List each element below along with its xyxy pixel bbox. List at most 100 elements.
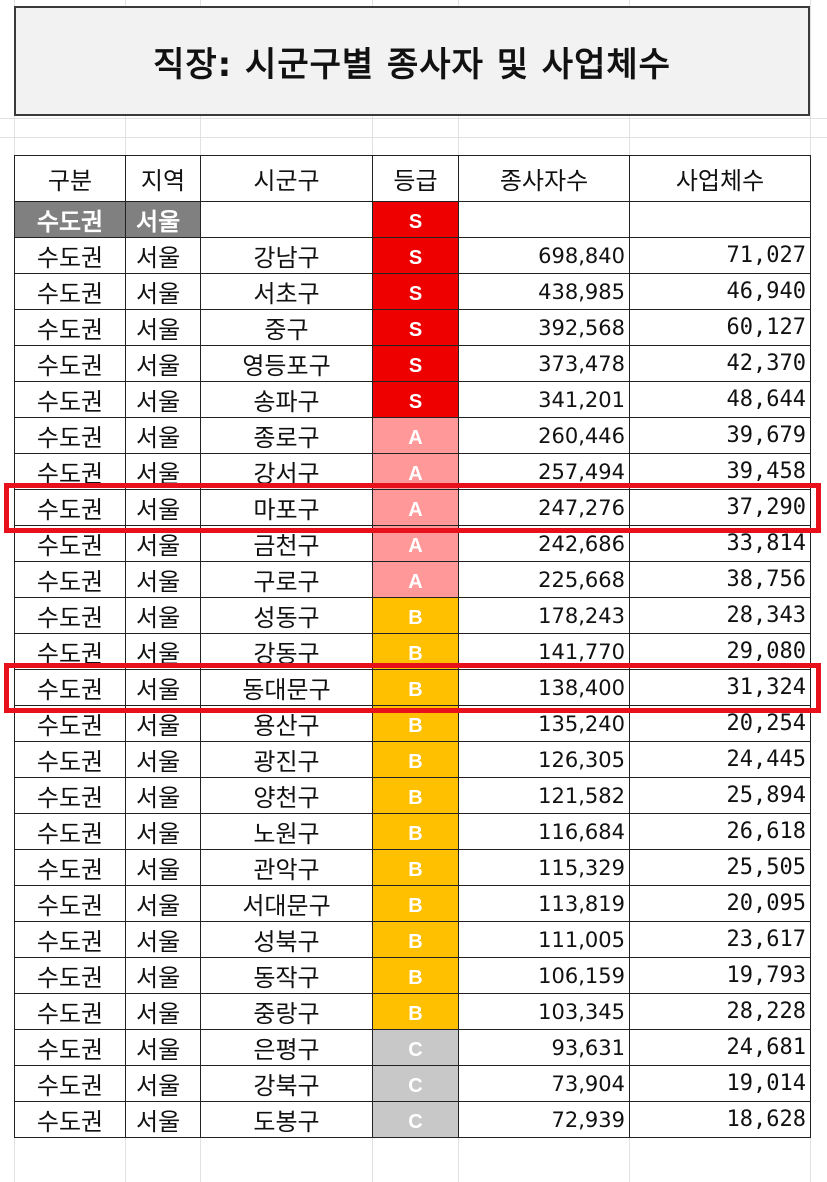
district-cell[interactable]: 도봉구 — [200, 1101, 373, 1138]
businesses-cell[interactable]: 33,814 — [629, 525, 811, 562]
area-cell[interactable]: 서울 — [125, 345, 201, 382]
workers-cell[interactable]: 115,329 — [458, 849, 630, 886]
businesses-cell[interactable]: 46,940 — [629, 273, 811, 310]
district-cell[interactable]: 강동구 — [200, 633, 373, 670]
area-cell[interactable]: 서울 — [125, 1101, 201, 1138]
grade-cell[interactable]: B — [372, 921, 459, 958]
grade-cell[interactable]: A — [372, 525, 459, 562]
area-cell[interactable]: 서울 — [125, 921, 201, 958]
businesses-cell[interactable]: 60,127 — [629, 309, 811, 346]
region-cell[interactable]: 수도권 — [14, 345, 126, 382]
header-businesses[interactable]: 사업체수 — [629, 155, 811, 202]
summary-businesses-cell[interactable] — [629, 201, 811, 238]
grade-cell[interactable]: B — [372, 633, 459, 670]
grade-cell[interactable]: A — [372, 561, 459, 598]
region-cell[interactable]: 수도권 — [14, 489, 126, 526]
district-cell[interactable]: 구로구 — [200, 561, 373, 598]
workers-cell[interactable]: 106,159 — [458, 957, 630, 994]
region-cell[interactable]: 수도권 — [14, 597, 126, 634]
grade-cell[interactable]: A — [372, 417, 459, 454]
area-cell[interactable]: 서울 — [125, 993, 201, 1030]
district-cell[interactable]: 송파구 — [200, 381, 373, 418]
district-cell[interactable]: 동대문구 — [200, 669, 373, 706]
businesses-cell[interactable]: 39,458 — [629, 453, 811, 490]
workers-cell[interactable]: 698,840 — [458, 237, 630, 274]
district-cell[interactable]: 양천구 — [200, 777, 373, 814]
grade-cell[interactable]: S — [372, 273, 459, 310]
district-cell[interactable]: 동작구 — [200, 957, 373, 994]
region-cell[interactable]: 수도권 — [14, 633, 126, 670]
grade-cell[interactable]: C — [372, 1101, 459, 1138]
workers-cell[interactable]: 93,631 — [458, 1029, 630, 1066]
summary-grade-cell[interactable]: S — [372, 201, 459, 238]
area-cell[interactable]: 서울 — [125, 1065, 201, 1102]
area-cell[interactable]: 서울 — [125, 489, 201, 526]
area-cell[interactable]: 서울 — [125, 849, 201, 886]
region-cell[interactable]: 수도권 — [14, 273, 126, 310]
businesses-cell[interactable]: 28,228 — [629, 993, 811, 1030]
area-cell[interactable]: 서울 — [125, 597, 201, 634]
area-cell[interactable]: 서울 — [125, 561, 201, 598]
area-cell[interactable]: 서울 — [125, 633, 201, 670]
workers-cell[interactable]: 113,819 — [458, 885, 630, 922]
businesses-cell[interactable]: 19,793 — [629, 957, 811, 994]
region-cell[interactable]: 수도권 — [14, 1101, 126, 1138]
grade-cell[interactable]: B — [372, 669, 459, 706]
businesses-cell[interactable]: 48,644 — [629, 381, 811, 418]
area-cell[interactable]: 서울 — [125, 777, 201, 814]
region-cell[interactable]: 수도권 — [14, 921, 126, 958]
header-region[interactable]: 구분 — [14, 155, 126, 202]
businesses-cell[interactable]: 26,618 — [629, 813, 811, 850]
area-cell[interactable]: 서울 — [125, 273, 201, 310]
grade-cell[interactable]: B — [372, 777, 459, 814]
district-cell[interactable]: 강남구 — [200, 237, 373, 274]
businesses-cell[interactable]: 23,617 — [629, 921, 811, 958]
header-workers[interactable]: 종사자수 — [458, 155, 630, 202]
businesses-cell[interactable]: 71,027 — [629, 237, 811, 274]
summary-region-cell[interactable]: 수도권 — [14, 201, 126, 238]
grade-cell[interactable]: C — [372, 1029, 459, 1066]
workers-cell[interactable]: 135,240 — [458, 705, 630, 742]
area-cell[interactable]: 서울 — [125, 813, 201, 850]
businesses-cell[interactable]: 31,324 — [629, 669, 811, 706]
area-cell[interactable]: 서울 — [125, 417, 201, 454]
workers-cell[interactable]: 178,243 — [458, 597, 630, 634]
businesses-cell[interactable]: 24,445 — [629, 741, 811, 778]
region-cell[interactable]: 수도권 — [14, 309, 126, 346]
grade-cell[interactable]: B — [372, 741, 459, 778]
district-cell[interactable]: 금천구 — [200, 525, 373, 562]
region-cell[interactable]: 수도권 — [14, 957, 126, 994]
businesses-cell[interactable]: 20,095 — [629, 885, 811, 922]
grade-cell[interactable]: A — [372, 489, 459, 526]
workers-cell[interactable]: 341,201 — [458, 381, 630, 418]
region-cell[interactable]: 수도권 — [14, 525, 126, 562]
district-cell[interactable]: 은평구 — [200, 1029, 373, 1066]
workers-cell[interactable]: 72,939 — [458, 1101, 630, 1138]
district-cell[interactable]: 성북구 — [200, 921, 373, 958]
summary-area-cell[interactable]: 서울 — [125, 201, 201, 238]
grade-cell[interactable]: B — [372, 885, 459, 922]
area-cell[interactable]: 서울 — [125, 453, 201, 490]
district-cell[interactable]: 마포구 — [200, 489, 373, 526]
area-cell[interactable]: 서울 — [125, 237, 201, 274]
workers-cell[interactable]: 138,400 — [458, 669, 630, 706]
workers-cell[interactable]: 260,446 — [458, 417, 630, 454]
region-cell[interactable]: 수도권 — [14, 561, 126, 598]
grade-cell[interactable]: B — [372, 597, 459, 634]
summary-district-cell[interactable] — [200, 201, 373, 238]
district-cell[interactable]: 노원구 — [200, 813, 373, 850]
businesses-cell[interactable]: 19,014 — [629, 1065, 811, 1102]
district-cell[interactable]: 강북구 — [200, 1065, 373, 1102]
workers-cell[interactable]: 126,305 — [458, 741, 630, 778]
district-cell[interactable]: 광진구 — [200, 741, 373, 778]
businesses-cell[interactable]: 24,681 — [629, 1029, 811, 1066]
grade-cell[interactable]: B — [372, 993, 459, 1030]
grade-cell[interactable]: S — [372, 381, 459, 418]
district-cell[interactable]: 서초구 — [200, 273, 373, 310]
district-cell[interactable]: 영등포구 — [200, 345, 373, 382]
region-cell[interactable]: 수도권 — [14, 885, 126, 922]
businesses-cell[interactable]: 37,290 — [629, 489, 811, 526]
summary-workers-cell[interactable] — [458, 201, 630, 238]
grade-cell[interactable]: A — [372, 453, 459, 490]
businesses-cell[interactable]: 42,370 — [629, 345, 811, 382]
